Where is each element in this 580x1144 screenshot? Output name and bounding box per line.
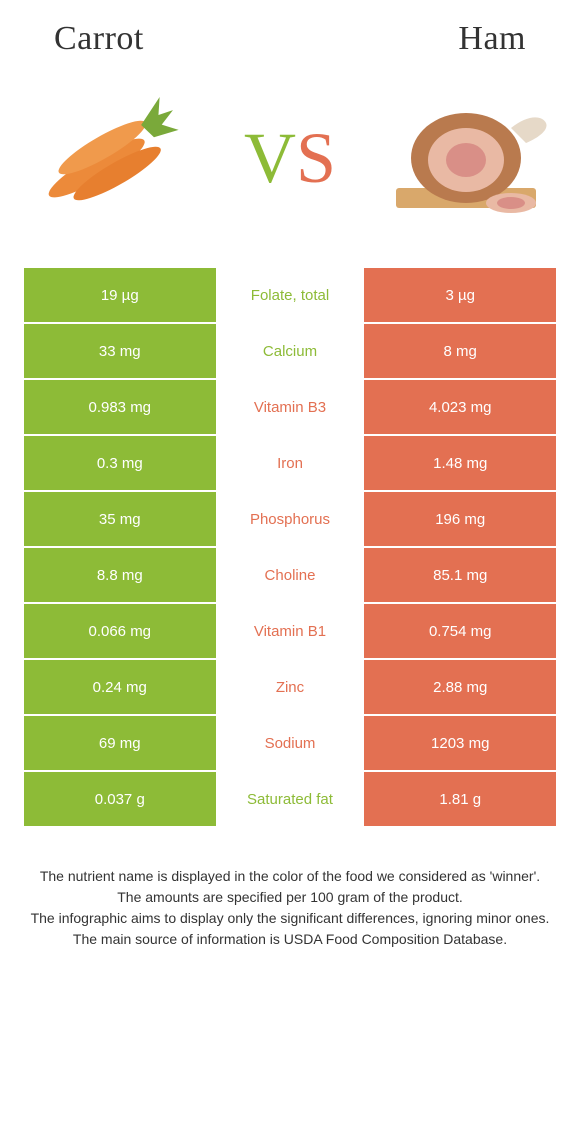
nutrient-label: Folate, total xyxy=(216,268,365,322)
footnote-line: The main source of information is USDA F… xyxy=(30,929,550,950)
value-left: 33 mg xyxy=(24,324,216,378)
carrot-image xyxy=(24,88,204,228)
vs-s: S xyxy=(296,118,336,198)
value-left: 0.24 mg xyxy=(24,660,216,714)
footnotes: The nutrient name is displayed in the co… xyxy=(24,866,556,950)
table-row: 69 mgSodium1203 mg xyxy=(24,716,556,770)
footnote-line: The amounts are specified per 100 gram o… xyxy=(30,887,550,908)
table-row: 0.24 mgZinc2.88 mg xyxy=(24,660,556,714)
title-left: Carrot xyxy=(54,20,144,58)
value-left: 0.037 g xyxy=(24,772,216,826)
table-row: 0.983 mgVitamin B34.023 mg xyxy=(24,380,556,434)
value-right: 2.88 mg xyxy=(364,660,556,714)
vs-label: VS xyxy=(244,122,336,194)
table-row: 0.037 gSaturated fat1.81 g xyxy=(24,772,556,826)
nutrient-label: Sodium xyxy=(216,716,365,770)
value-right: 1.48 mg xyxy=(364,436,556,490)
comparison-table: 19 µgFolate, total3 µg33 mgCalcium8 mg0.… xyxy=(24,268,556,826)
table-row: 0.3 mgIron1.48 mg xyxy=(24,436,556,490)
nutrient-label: Calcium xyxy=(216,324,365,378)
nutrient-label: Choline xyxy=(216,548,365,602)
value-right: 4.023 mg xyxy=(364,380,556,434)
value-right: 3 µg xyxy=(364,268,556,322)
table-row: 33 mgCalcium8 mg xyxy=(24,324,556,378)
value-right: 1.81 g xyxy=(364,772,556,826)
footnote-line: The infographic aims to display only the… xyxy=(30,908,550,929)
table-row: 19 µgFolate, total3 µg xyxy=(24,268,556,322)
footnote-line: The nutrient name is displayed in the co… xyxy=(30,866,550,887)
nutrient-label: Vitamin B3 xyxy=(216,380,365,434)
table-row: 0.066 mgVitamin B10.754 mg xyxy=(24,604,556,658)
value-right: 85.1 mg xyxy=(364,548,556,602)
value-left: 0.983 mg xyxy=(24,380,216,434)
hero-row: VS xyxy=(24,88,556,228)
table-row: 35 mgPhosphorus196 mg xyxy=(24,492,556,546)
ham-image xyxy=(376,88,556,228)
title-right: Ham xyxy=(458,20,526,58)
value-right: 8 mg xyxy=(364,324,556,378)
value-right: 0.754 mg xyxy=(364,604,556,658)
value-right: 196 mg xyxy=(364,492,556,546)
nutrient-label: Iron xyxy=(216,436,365,490)
nutrient-label: Vitamin B1 xyxy=(216,604,365,658)
value-left: 69 mg xyxy=(24,716,216,770)
value-left: 8.8 mg xyxy=(24,548,216,602)
nutrient-label: Zinc xyxy=(216,660,365,714)
value-right: 1203 mg xyxy=(364,716,556,770)
vs-v: V xyxy=(244,118,296,198)
table-row: 8.8 mgCholine85.1 mg xyxy=(24,548,556,602)
value-left: 19 µg xyxy=(24,268,216,322)
value-left: 0.3 mg xyxy=(24,436,216,490)
value-left: 0.066 mg xyxy=(24,604,216,658)
titles-row: Carrot Ham xyxy=(24,20,556,58)
nutrient-label: Phosphorus xyxy=(216,492,365,546)
value-left: 35 mg xyxy=(24,492,216,546)
infographic-page: Carrot Ham VS xyxy=(0,0,580,950)
nutrient-label: Saturated fat xyxy=(216,772,365,826)
